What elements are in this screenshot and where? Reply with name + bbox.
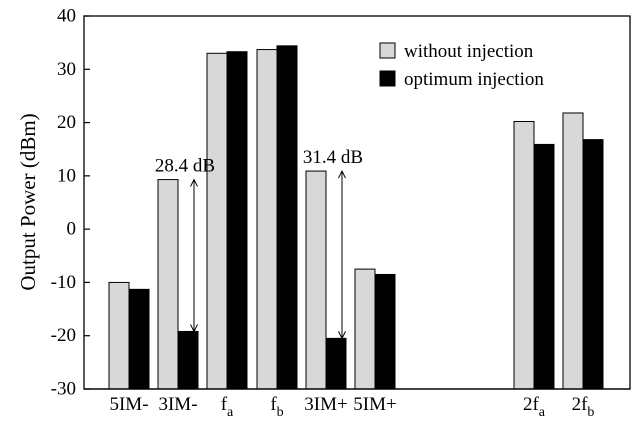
y-axis-label: Output Power (dBm) (16, 113, 40, 290)
x-category-label: fb (270, 394, 283, 420)
legend: without injection optimum injection (379, 41, 544, 90)
x-axis-labels: 5IM- 3IM-fa fb 3IM+ 5IM+ 2fa 2fb (109, 394, 594, 420)
bar-without-injection-5 (354, 268, 376, 390)
x-category-label: 5IM- (109, 394, 148, 415)
bar-optimum-injection-5 (374, 273, 396, 390)
bar-without-injection-1 (157, 179, 179, 390)
bar-without-injection-0 (108, 281, 130, 390)
bar-optimum-injection-1 (177, 330, 199, 390)
y-tick-label: 0 (67, 219, 77, 240)
y-axis: 40 30 20 10 0 -10 -20 -30 (51, 6, 630, 400)
bars-layer (108, 45, 604, 390)
bar-without-injection-3 (256, 49, 278, 390)
annotation-label-1: 31.4 dB (303, 147, 363, 168)
x-category-label: 5IM+ (353, 394, 396, 415)
x-category-label: 3IM+ (304, 394, 347, 415)
bar-optimum-injection-2 (226, 51, 248, 390)
y-tick-label: 30 (57, 59, 76, 80)
x-category-label: 3IM- (158, 394, 197, 415)
y-tick-label: 20 (57, 112, 76, 133)
bar-optimum-injection-4 (325, 337, 347, 390)
annotations-layer: 28.4 dB 31.4 dB (155, 147, 363, 340)
legend-label-optimum-injection: optimum injection (404, 69, 544, 90)
arrow-head (190, 178, 198, 187)
legend-swatch-optimum-injection (379, 70, 396, 87)
bar-optimum-injection-6 (533, 143, 555, 390)
bar-optimum-injection-7 (582, 139, 604, 390)
x-category-label: fa (221, 394, 234, 420)
bar-without-injection-6 (513, 121, 535, 390)
y-tick-label: -30 (51, 379, 76, 400)
bar-without-injection-7 (562, 112, 584, 390)
bar-without-injection-2 (206, 52, 228, 390)
x-category-label: 2fa (523, 394, 546, 420)
x-category-label: 2fb (572, 394, 595, 420)
arrow-head (190, 324, 198, 333)
y-tick-label: 40 (57, 6, 76, 27)
bar-optimum-injection-3 (276, 45, 298, 390)
bar-without-injection-4 (305, 170, 327, 390)
legend-label-without-injection: without injection (404, 41, 534, 62)
arrow-head (338, 331, 346, 340)
y-tick-label: -20 (51, 325, 76, 346)
y-tick-label: -10 (51, 272, 76, 293)
legend-swatch-without-injection (379, 42, 396, 59)
y-tick-label: 10 (57, 165, 76, 186)
annotation-label-0: 28.4 dB (155, 156, 215, 177)
arrow-head (338, 169, 346, 179)
bar-optimum-injection-0 (128, 288, 150, 390)
